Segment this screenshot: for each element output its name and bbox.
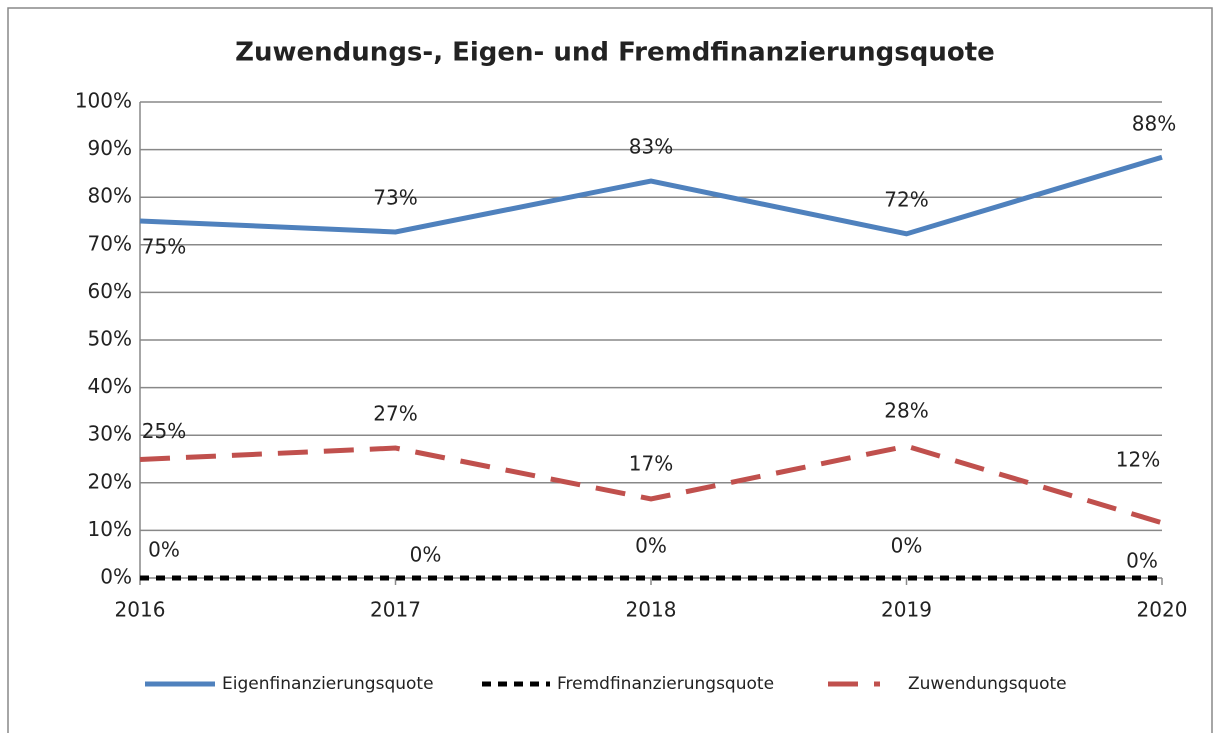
data-label: 27%	[373, 402, 417, 426]
data-label: 28%	[884, 399, 928, 423]
series-line	[139, 443, 1163, 526]
data-label: 0%	[410, 543, 442, 567]
chart-frame	[7, 7, 1213, 733]
legend-label: Eigenfinanzierungsquote	[222, 674, 434, 694]
y-tick-label: 70%	[88, 231, 132, 255]
y-tick-label: 30%	[88, 422, 132, 446]
chart-title: Zuwendungs-, Eigen- und Fremdfinanzierun…	[235, 38, 995, 68]
legend-label: Fremdfinanzierungsquote	[557, 674, 774, 694]
series-line	[139, 154, 1163, 237]
x-tick-label: 2017	[370, 598, 421, 622]
y-tick-label: 20%	[88, 469, 132, 493]
y-tick-label: 80%	[88, 184, 132, 208]
y-tick-label: 0%	[100, 565, 132, 589]
data-label: 0%	[148, 538, 180, 562]
x-tick-label: 2020	[1137, 598, 1188, 622]
data-label: 0%	[1126, 549, 1158, 573]
data-label: 0%	[891, 534, 923, 558]
y-tick-label: 90%	[88, 136, 132, 160]
data-label: 88%	[1132, 112, 1176, 136]
data-label: 12%	[1116, 447, 1160, 471]
y-tick-label: 10%	[88, 517, 132, 541]
x-tick-label: 2016	[115, 598, 166, 622]
data-label: 17%	[629, 451, 673, 475]
data-label: 75%	[142, 235, 186, 259]
x-tick-label: 2019	[881, 598, 932, 622]
y-tick-label: 40%	[88, 374, 132, 398]
data-label: 72%	[884, 187, 928, 211]
data-label: 83%	[629, 135, 673, 159]
legend-label: Zuwendungsquote	[908, 674, 1067, 694]
y-tick-label: 100%	[75, 89, 132, 113]
data-label: 25%	[142, 419, 186, 443]
data-label: 73%	[373, 185, 417, 209]
x-tick-label: 2018	[626, 598, 677, 622]
y-tick-label: 60%	[88, 279, 132, 303]
y-tick-label: 50%	[88, 327, 132, 351]
data-label: 0%	[635, 534, 667, 558]
